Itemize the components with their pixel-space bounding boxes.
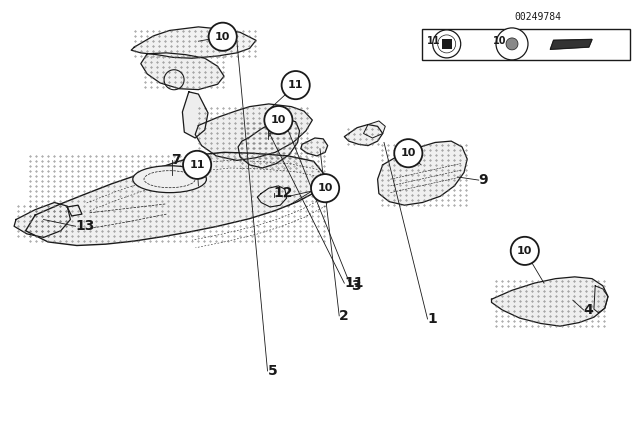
Text: 11: 11: [427, 36, 441, 46]
Text: 10: 10: [492, 36, 506, 46]
Text: 12: 12: [274, 185, 293, 200]
Bar: [442, 39, 452, 49]
Polygon shape: [344, 125, 383, 146]
Circle shape: [506, 38, 518, 50]
Text: 3: 3: [351, 279, 360, 293]
Text: 10: 10: [401, 148, 416, 158]
Polygon shape: [154, 168, 173, 178]
Bar: [422, 29, 630, 60]
Text: 4: 4: [584, 303, 593, 317]
Text: 13: 13: [76, 219, 95, 233]
Circle shape: [496, 28, 528, 60]
Text: 8: 8: [320, 179, 330, 193]
Circle shape: [282, 71, 310, 99]
Ellipse shape: [133, 166, 207, 193]
Polygon shape: [26, 152, 326, 246]
Text: 11: 11: [344, 276, 364, 290]
Polygon shape: [67, 205, 82, 216]
Polygon shape: [492, 277, 608, 326]
Polygon shape: [257, 186, 287, 207]
Polygon shape: [378, 141, 467, 205]
Text: 2: 2: [339, 309, 349, 323]
Polygon shape: [238, 119, 300, 168]
Circle shape: [433, 30, 461, 58]
Text: 11: 11: [288, 80, 303, 90]
Polygon shape: [301, 138, 328, 156]
Text: 1: 1: [428, 312, 437, 326]
Text: 7: 7: [172, 153, 181, 168]
Circle shape: [209, 23, 237, 51]
Text: 6: 6: [268, 117, 277, 132]
Text: 9: 9: [479, 173, 488, 187]
Circle shape: [183, 151, 211, 179]
Polygon shape: [131, 27, 256, 58]
Polygon shape: [141, 53, 224, 90]
Text: 10: 10: [215, 32, 230, 42]
Polygon shape: [14, 202, 70, 237]
Text: 00249784: 00249784: [514, 12, 561, 22]
Polygon shape: [182, 92, 208, 138]
Text: 5: 5: [268, 364, 277, 378]
Polygon shape: [195, 104, 312, 160]
Circle shape: [394, 139, 422, 167]
Polygon shape: [594, 286, 608, 313]
Circle shape: [511, 237, 539, 265]
Text: 11: 11: [189, 160, 205, 170]
Circle shape: [311, 174, 339, 202]
Polygon shape: [364, 121, 385, 138]
Text: 10: 10: [271, 115, 286, 125]
Polygon shape: [550, 39, 592, 49]
Text: 10: 10: [517, 246, 532, 256]
Text: 10: 10: [317, 183, 333, 193]
Circle shape: [264, 106, 292, 134]
